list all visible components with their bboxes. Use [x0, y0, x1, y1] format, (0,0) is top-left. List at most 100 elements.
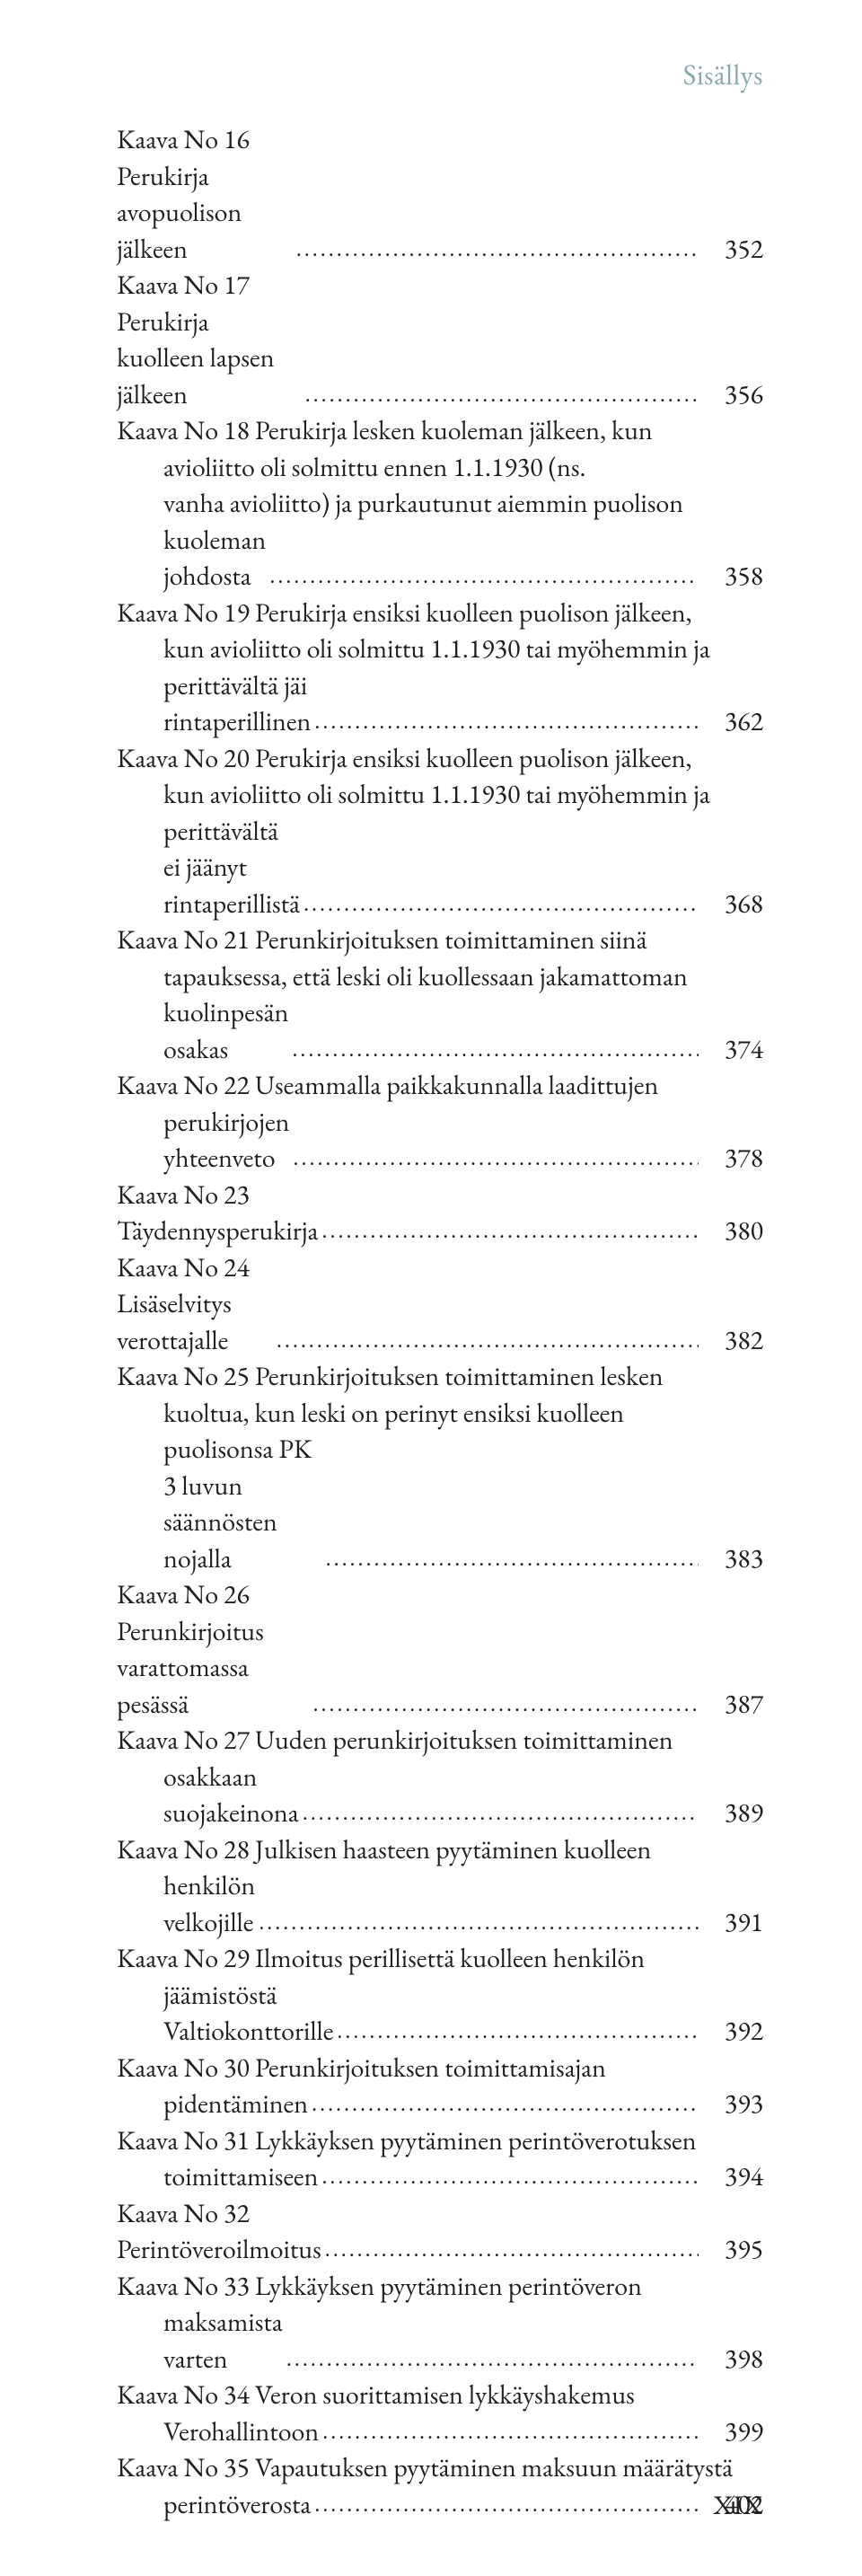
toc-page-number: 399	[699, 2413, 763, 2450]
toc-leaders: ........................................…	[308, 2087, 699, 2119]
toc-entry-text: Kaava No 23 Täydennysperukirja	[117, 1177, 319, 1249]
toc-page-number: 382	[699, 1322, 763, 1359]
toc-page-number: 378	[699, 1140, 763, 1177]
toc-entry: pidentäminen............................…	[117, 2086, 763, 2122]
toc-entry: perintöverosta..........................…	[117, 2486, 763, 2523]
toc-entry: Kaava No 32 Perintöveroilmoitus.........…	[117, 2195, 763, 2268]
toc-entry: Kaava No 34 Veron suorittamisen lykkäysh…	[117, 2377, 763, 2413]
toc-entry: Kaava No 17 Perukirja kuolleen lapsen jä…	[117, 267, 763, 412]
toc-leaders: ........................................…	[255, 1906, 699, 1937]
toc-entry-text: osakkaan suojakeinona	[117, 1759, 299, 1831]
toc-entry: Kaava No 26 Perunkirjoitus varattomassa …	[117, 1576, 763, 1722]
toc-entry-text: Kaava No 25 Perunkirjoituksen toimittami…	[117, 1358, 664, 1395]
toc-entry: toimittamiseen..........................…	[117, 2158, 763, 2195]
toc-entry-text: puolisonsa PK 3 luvun säännösten nojalla	[117, 1431, 322, 1576]
toc-entry-text: Kaava No 22 Useammalla paikkakunnalla la…	[117, 1067, 658, 1104]
toc-entry-text: henkilön velkojille	[117, 1867, 255, 1940]
toc-entry-text: kuoleman johdosta	[117, 522, 266, 595]
toc-entry: tapauksessa, että leski oli kuollessaan …	[117, 958, 763, 995]
toc-entry-text: Kaava No 32 Perintöveroilmoitus	[117, 2195, 321, 2268]
toc-entry: perittävältä jäi rintaperillinen........…	[117, 667, 763, 740]
toc-entry-text: perukirjojen yhteenveto	[117, 1104, 290, 1177]
toc-page-number: 387	[699, 1686, 763, 1723]
toc-entry-text: Kaava No 35 Vapautuksen pyytäminen maksu…	[117, 2449, 733, 2486]
toc-entry-text: kun avioliitto oli solmittu 1.1.1930 tai…	[117, 776, 710, 813]
toc-page-number: 356	[699, 376, 763, 413]
toc-leaders: ........................................…	[302, 378, 699, 410]
toc-entry-text: Verohallintoon	[117, 2413, 319, 2450]
toc-entry: vanha avioliitto) ja purkautunut aiemmin…	[117, 485, 763, 522]
toc-leaders: ........................................…	[333, 2015, 699, 2046]
toc-entry-text: pidentäminen	[117, 2086, 308, 2122]
toc-leaders: ........................................…	[266, 560, 699, 591]
toc-page-number: 389	[699, 1795, 763, 1831]
toc-entry-text: perintöverosta	[117, 2486, 311, 2523]
toc-entry-text: kun avioliitto oli solmittu 1.1.1930 tai…	[117, 631, 710, 667]
toc-entry-text: perittävältä ei jäänyt rintaperillistä	[117, 813, 300, 922]
toc-entry: Kaava No 33 Lykkäyksen pyytäminen perint…	[117, 2268, 763, 2305]
toc-entry-text: Kaava No 20 Perukirja ensiksi kuolleen p…	[117, 740, 692, 777]
toc-entry: Kaava No 30 Perunkirjoituksen toimittami…	[117, 2050, 763, 2086]
toc-leaders: ........................................…	[321, 2233, 699, 2264]
toc-entry-text: Kaava No 28 Julkisen haasteen pyytäminen…	[117, 1831, 651, 1868]
toc-leaders: ........................................…	[299, 1796, 699, 1828]
toc-entry-text: Kaava No 19 Perukirja ensiksi kuolleen p…	[117, 595, 692, 631]
toc-page-number: 398	[699, 2341, 763, 2378]
toc-entry-text: Kaava No 17 Perukirja kuolleen lapsen jä…	[117, 267, 302, 412]
toc-page-number: 395	[699, 2231, 763, 2268]
toc-entry-text: vanha avioliitto) ja purkautunut aiemmin…	[117, 485, 683, 522]
toc-entry: kun avioliitto oli solmittu 1.1.1930 tai…	[117, 631, 763, 667]
toc-entry: avioliitto oli solmittu ennen 1.1.1930 (…	[117, 449, 763, 486]
toc-leaders: ........................................…	[290, 1142, 699, 1173]
toc-entry: maksamista varten.......................…	[117, 2304, 763, 2377]
toc-entry-text: Kaava No 30 Perunkirjoituksen toimittami…	[117, 2050, 606, 2086]
table-of-contents: Kaava No 16 Perukirja avopuolison jälkee…	[117, 121, 763, 2522]
toc-entry: Kaava No 31 Lykkäyksen pyytäminen perint…	[117, 2122, 763, 2159]
toc-entry: kuolinpesän osakas......................…	[117, 994, 763, 1067]
toc-page-number: 383	[699, 1540, 763, 1577]
toc-entry-text: avioliitto oli solmittu ennen 1.1.1930 (…	[117, 449, 585, 486]
toc-entry-text: Kaava No 34 Veron suorittamisen lykkäysh…	[117, 2377, 635, 2413]
toc-entry-text: Kaava No 24 Lisäselvitys verottajalle	[117, 1249, 273, 1359]
running-head: Sisällys	[682, 56, 763, 93]
toc-leaders: ........................................…	[318, 2160, 699, 2192]
toc-leaders: ........................................…	[283, 2342, 699, 2374]
toc-entry: kun avioliitto oli solmittu 1.1.1930 tai…	[117, 776, 763, 813]
toc-entry: Kaava No 21 Perunkirjoituksen toimittami…	[117, 922, 763, 958]
toc-entry-text: tapauksessa, että leski oli kuollessaan …	[117, 958, 688, 995]
toc-entry: Kaava No 27 Uuden perunkirjoituksen toim…	[117, 1722, 763, 1759]
toc-page-number: 391	[699, 1904, 763, 1941]
toc-entry: perukirjojen yhteenveto.................…	[117, 1104, 763, 1177]
toc-entry: Kaava No 20 Perukirja ensiksi kuolleen p…	[117, 740, 763, 777]
toc-entry-text: Kaava No 21 Perunkirjoituksen toimittami…	[117, 922, 647, 958]
toc-leaders: ........................................…	[319, 2415, 699, 2447]
toc-entry-text: Kaava No 31 Lykkäyksen pyytäminen perint…	[117, 2122, 697, 2159]
toc-entry: Kaava No 18 Perukirja lesken kuoleman jä…	[117, 412, 763, 449]
toc-page-number: 380	[699, 1213, 763, 1249]
toc-entry-text: kuolinpesän osakas	[117, 994, 288, 1067]
toc-page-number: 362	[699, 703, 763, 740]
toc-leaders: ........................................…	[293, 233, 699, 264]
toc-entry: Kaava No 28 Julkisen haasteen pyytäminen…	[117, 1831, 763, 1868]
page: Sisällys Kaava No 16 Perukirja avopuolis…	[0, 0, 862, 2576]
toc-leaders: ........................................…	[319, 1214, 699, 1246]
toc-leaders: ........................................…	[300, 887, 699, 919]
toc-leaders: ........................................…	[311, 705, 699, 737]
toc-entry: henkilön velkojille.....................…	[117, 1867, 763, 1940]
toc-entry: kuoleman johdosta.......................…	[117, 522, 763, 595]
page-folio: XIX	[713, 2487, 763, 2522]
toc-page-number: 393	[699, 2086, 763, 2122]
toc-leaders: ........................................…	[311, 2488, 699, 2519]
toc-page-number: 392	[699, 2013, 763, 2050]
toc-entry-text: toimittamiseen	[117, 2158, 318, 2195]
toc-entry: Kaava No 29 Ilmoitus perillisettä kuolle…	[117, 1940, 763, 1977]
toc-page-number: 394	[699, 2158, 763, 2195]
toc-page-number: 352	[699, 231, 763, 268]
toc-entry-text: Kaava No 27 Uuden perunkirjoituksen toim…	[117, 1722, 673, 1759]
toc-page-number: 374	[699, 1031, 763, 1068]
toc-entry: kuoltua, kun leski on perinyt ensiksi ku…	[117, 1395, 763, 1432]
toc-entry-text: Kaava No 26 Perunkirjoitus varattomassa …	[117, 1576, 310, 1722]
toc-entry-text: maksamista varten	[117, 2304, 283, 2377]
toc-entry: Verohallintoon..........................…	[117, 2413, 763, 2450]
toc-entry: jäämistöstä Valtiokonttorille...........…	[117, 1977, 763, 2050]
